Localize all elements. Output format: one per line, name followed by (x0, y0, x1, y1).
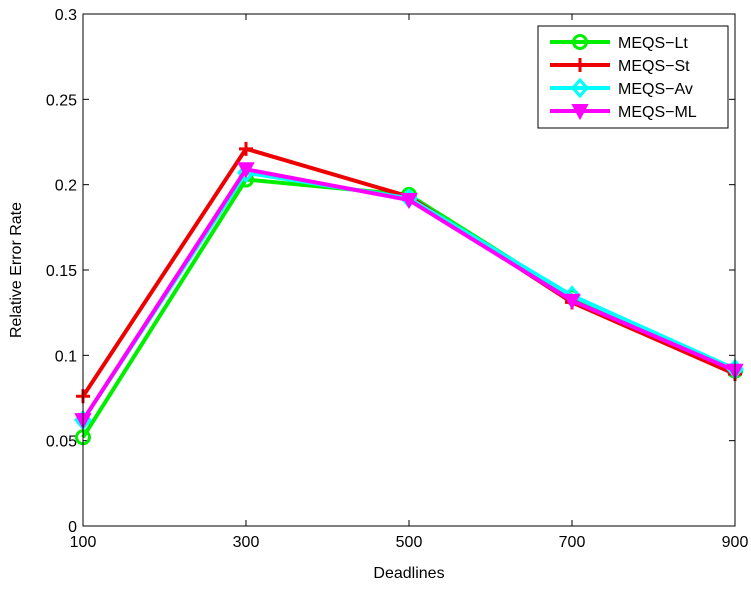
data-point (239, 141, 253, 156)
y-tick-label: 0 (68, 519, 77, 536)
y-tick-label: 0.15 (46, 263, 77, 280)
legend-label: MEQS−Av (618, 81, 693, 98)
legend-marker (571, 77, 589, 99)
data-point (400, 193, 418, 210)
data-point (563, 293, 581, 310)
x-tick-label: 300 (233, 534, 260, 551)
legend-item: MEQS−ML (550, 104, 697, 121)
y-tick-label: 0.05 (46, 434, 77, 451)
legend-item: MEQS−St (550, 58, 690, 75)
legend-marker (573, 58, 587, 72)
data-point (237, 162, 255, 179)
legend: MEQS−Lt MEQS−St MEQS−Av MEQS−ML (537, 25, 729, 129)
y-tick-label: 0.25 (46, 92, 77, 109)
axes-box (82, 13, 736, 527)
legend-label: MEQS−Lt (618, 35, 688, 52)
x-tick-label: 500 (396, 534, 423, 551)
x-tick-label: 100 (70, 534, 97, 551)
x-tick-label: 700 (559, 534, 586, 551)
legend-item: MEQS−Lt (550, 34, 688, 52)
legend-label: MEQS−ML (618, 104, 697, 121)
legend-item: MEQS−Av (550, 77, 693, 99)
legend-marker (572, 34, 588, 50)
series-layer (74, 141, 744, 446)
y-tick-label: 0.3 (55, 7, 77, 24)
y-axis-label: Relative Error Rate (8, 202, 25, 338)
legend-label: MEQS−St (618, 58, 690, 75)
axes-frame (82, 13, 736, 527)
y-tick-label: 0.1 (55, 348, 77, 365)
x-axis-label: Deadlines (373, 565, 444, 582)
y-tick-label: 0.2 (55, 178, 77, 195)
legend-marker (571, 104, 589, 121)
axis-ticks: 100 300 500 700 900 0 0.05 0.1 0.15 0.2 0.25 0.3 (46, 7, 749, 551)
x-tick-label: 900 (722, 534, 749, 551)
